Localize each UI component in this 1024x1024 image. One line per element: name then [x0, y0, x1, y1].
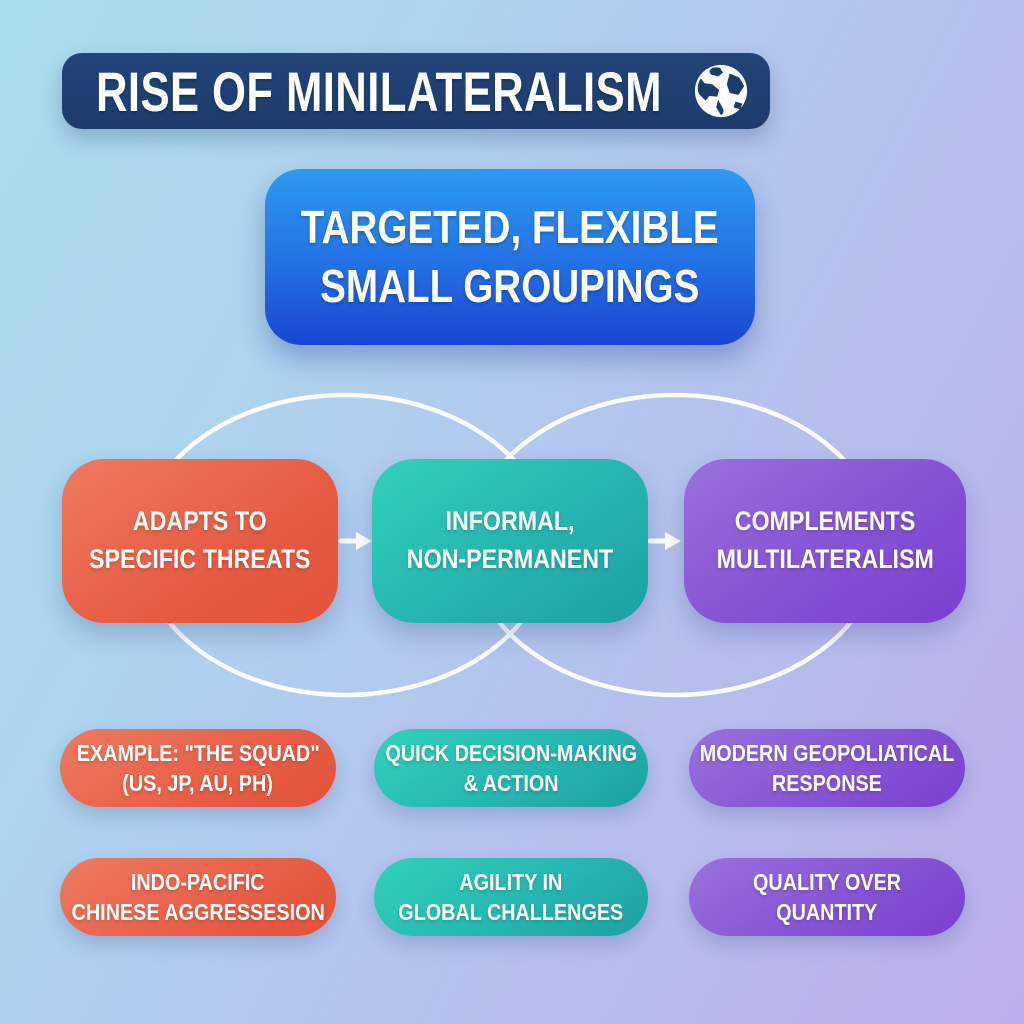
pill-quality-over-quantity: QUALITY OVER QUANTITY	[689, 858, 965, 936]
pill-indo-pacific-chinese-aggression: INDO-PACIFIC CHINESE AGGRESSESION	[60, 858, 336, 936]
pill-text: EXAMPLE: "THE SQUAD"	[76, 739, 320, 766]
arrow-right-icon	[338, 532, 372, 550]
title-banner: RISE OF MINILATERALISM	[62, 53, 770, 129]
pill-example-the-squad: EXAMPLE: "THE SQUAD" (US, JP, AU, PH)	[60, 729, 336, 807]
flow-node-informal-non-permanent: INFORMAL, NON-PERMANENT	[372, 459, 648, 623]
pill-text: (US, JP, AU, PH)	[122, 770, 274, 796]
globe-icon	[694, 64, 748, 118]
pill-text: AGILITY IN	[459, 868, 563, 895]
pill-text: QUANTITY	[776, 899, 878, 925]
pill-text: RESPONSE	[772, 770, 882, 796]
pill-text: QUICK DECISION-MAKING	[385, 739, 637, 766]
pill-text: INDO-PACIFIC	[131, 868, 265, 895]
pill-quick-decision-making: QUICK DECISION-MAKING & ACTION	[374, 729, 648, 807]
pill-agility-in-global-challenges: AGILITY IN GLOBAL CHALLENGES	[374, 858, 648, 936]
hero-text-line2: SMALL GROUPINGS	[320, 260, 700, 312]
page-title: RISE OF MINILATERALISM	[96, 59, 662, 123]
flow-node-text: MULTILATERALISM	[716, 544, 934, 574]
flow-node-complements-multilateralism: COMPLEMENTS MULTILATERALISM	[684, 459, 966, 623]
arrow-right-icon	[647, 532, 681, 550]
flow-node-text: COMPLEMENTS	[734, 506, 916, 537]
pill-text: CHINESE AGGRESSESION	[71, 899, 325, 925]
flow-node-text: ADAPTS TO	[133, 506, 267, 537]
flow-node-text: NON-PERMANENT	[406, 544, 614, 574]
flow-node-adapts-to-specific-threats: ADAPTS TO SPECIFIC THREATS	[62, 459, 338, 623]
pill-modern-geopolitical-response: MODERN GEOPOLIATICAL RESPONSE	[689, 729, 965, 807]
pill-text: QUALITY OVER	[752, 868, 901, 895]
pill-text: & ACTION	[463, 770, 559, 796]
pill-text: MODERN GEOPOLIATICAL	[699, 739, 955, 766]
flow-node-text: SPECIFIC THREATS	[89, 544, 311, 574]
pill-text: GLOBAL CHALLENGES	[398, 899, 624, 925]
hero-box: TARGETED, FLEXIBLE SMALL GROUPINGS	[265, 169, 755, 345]
hero-text-line1: TARGETED, FLEXIBLE	[301, 201, 719, 254]
flow-node-text: INFORMAL,	[445, 506, 575, 537]
